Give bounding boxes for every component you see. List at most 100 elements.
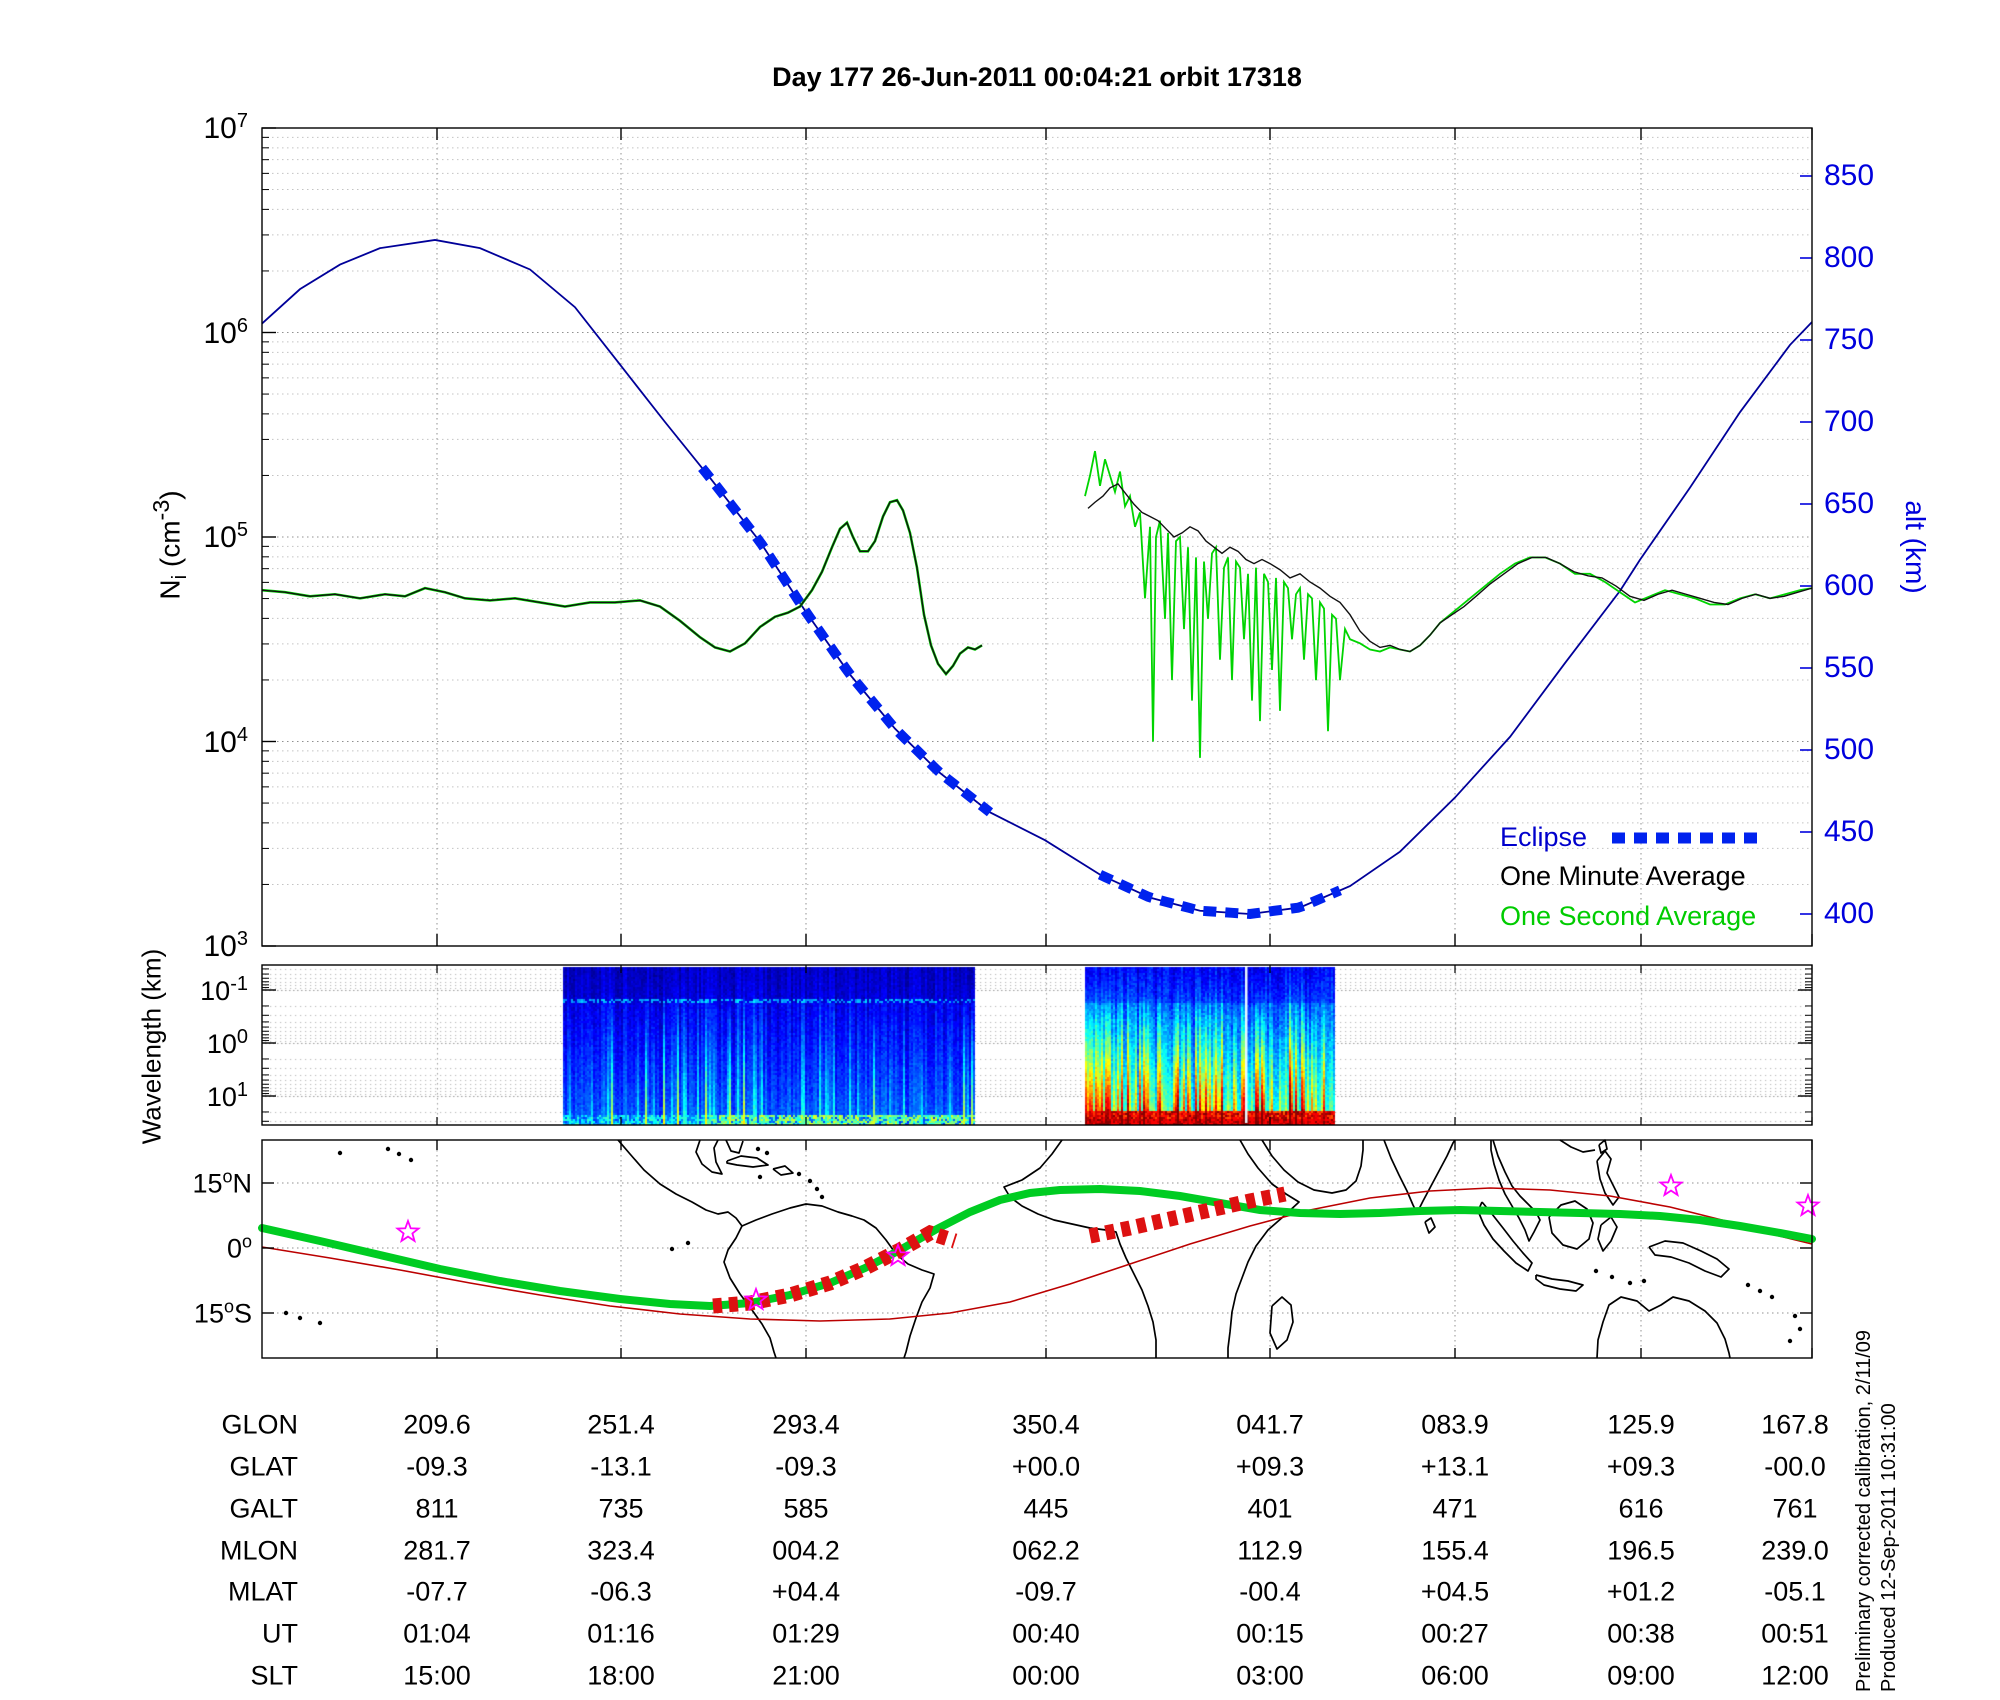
legend-second-average-label: One Second Average — [1500, 901, 1757, 931]
table-cell: 03:00 — [1236, 1660, 1304, 1691]
map-panel-border — [261, 1139, 1813, 1359]
coastline — [1535, 1274, 1584, 1292]
coastline — [1597, 1216, 1618, 1252]
alt-tick-label: 400 — [1824, 897, 1875, 930]
wavelength-tick-label: 100 — [206, 1026, 248, 1059]
table-cell: 112.9 — [1237, 1535, 1303, 1566]
table-cell: +00.0 — [1011, 1451, 1081, 1482]
table-cell: 00:15 — [1236, 1618, 1304, 1649]
alt-tick-label: 750 — [1824, 323, 1875, 356]
table-cell: 293.4 — [772, 1409, 840, 1440]
map-eclipse-dashed-segment — [1088, 1186, 1287, 1244]
coastline — [695, 1139, 723, 1175]
coastline — [741, 1203, 935, 1359]
table-cell: 209.6 — [403, 1409, 471, 1440]
table-row-label: MLAT — [227, 1576, 298, 1607]
table-cell: -09.3 — [406, 1451, 468, 1482]
ni-tick-label: 105 — [203, 519, 249, 554]
table-cell: +01.2 — [1606, 1576, 1676, 1607]
ni-tick-label: 103 — [203, 928, 249, 963]
table-cell: 251.4 — [587, 1409, 655, 1440]
coastline — [1227, 1139, 1300, 1358]
map-lat-label: 0o — [226, 1231, 252, 1264]
island-dot — [1641, 1278, 1647, 1284]
island-dot — [283, 1310, 289, 1316]
alt-axis-label: alt (km) — [1900, 500, 1931, 594]
island-dot — [1792, 1313, 1798, 1319]
island-dot — [755, 1146, 761, 1152]
map-lat-label: 15oN — [192, 1166, 252, 1199]
one-second-average-trace — [1084, 450, 1813, 758]
island-dot — [1745, 1282, 1751, 1288]
ni-axis-label-sub: i — [168, 574, 191, 580]
table-cell: +13.1 — [1420, 1451, 1490, 1482]
table-row-label: UT — [262, 1618, 298, 1649]
table-cell: 00:38 — [1607, 1618, 1675, 1649]
island-dot — [685, 1240, 691, 1246]
table-cell: +04.5 — [1420, 1576, 1490, 1607]
map-eclipse-dashed-segment — [712, 1224, 958, 1314]
table-cell: 125.9 — [1607, 1409, 1675, 1440]
table-cell: +04.4 — [771, 1576, 841, 1607]
island-dot — [1627, 1280, 1633, 1286]
coastline — [772, 1165, 794, 1176]
produced-timestamp: Produced 12-Sep-2011 10:31:00 — [1878, 1403, 1900, 1692]
table-cell: 12:00 — [1761, 1660, 1829, 1691]
table-cell: 350.4 — [1012, 1409, 1080, 1440]
magnetic-equator-line — [261, 1187, 1813, 1322]
alt-tick-label: 450 — [1824, 815, 1875, 848]
table-cell: 004.2 — [772, 1535, 840, 1566]
ni-tick-label: 107 — [203, 110, 249, 145]
table-row-label: GLON — [221, 1409, 298, 1440]
one-second-average-trace — [261, 498, 983, 677]
ni-tick-label: 104 — [203, 723, 249, 759]
coastline — [1261, 1139, 1364, 1194]
table-cell: 471 — [1432, 1493, 1478, 1524]
table-row-label: SLT — [250, 1660, 298, 1691]
alt-tick-label: 700 — [1824, 405, 1875, 438]
one-minute-average-trace — [1087, 482, 1813, 653]
island-dot — [385, 1146, 391, 1152]
island-dot — [819, 1194, 825, 1200]
island-dot — [1769, 1294, 1775, 1300]
coastline — [1548, 1200, 1594, 1250]
orbit-ground-track — [258, 1184, 1816, 1311]
table-cell: 15:00 — [403, 1660, 471, 1691]
table-cell: 18:00 — [587, 1660, 655, 1691]
island-dot — [1757, 1288, 1763, 1294]
production-caption: Preliminary corrected calibration, 2/11/… — [1852, 1330, 1902, 1692]
coastline — [726, 1155, 769, 1168]
island-dot — [807, 1178, 813, 1184]
eclipse-dashed-segment — [1097, 870, 1342, 920]
table-cell: +09.3 — [1235, 1451, 1305, 1482]
legend-minute-average-label: One Minute Average — [1500, 861, 1746, 891]
alt-tick-label: 800 — [1824, 241, 1875, 274]
coastline — [1596, 1296, 1731, 1359]
island-dot — [757, 1174, 763, 1180]
table-cell: 323.4 — [587, 1535, 655, 1566]
island-dot — [396, 1151, 402, 1157]
island-dot — [408, 1157, 414, 1163]
coastline — [1424, 1217, 1436, 1234]
table-cell: 167.8 — [1761, 1409, 1829, 1440]
coastline — [725, 1139, 744, 1154]
coastline — [1003, 1139, 1157, 1358]
coastline — [1596, 1150, 1620, 1206]
table-cell: 21:00 — [772, 1660, 840, 1691]
wavelength-tick-label: 101 — [206, 1079, 248, 1112]
coastline — [1477, 1201, 1533, 1272]
page-title: Day 177 26-Jun-2011 00:04:21 orbit 17318 — [772, 62, 1302, 92]
island-dot — [796, 1171, 802, 1177]
ni-tick-label: 106 — [203, 314, 249, 350]
table-cell: -09.7 — [1015, 1576, 1077, 1607]
alt-tick-label: 600 — [1824, 569, 1875, 602]
star-marker — [1795, 1192, 1821, 1217]
table-cell: -00.4 — [1239, 1576, 1301, 1607]
ni-axis-label-base: N — [154, 579, 186, 600]
coastline — [1559, 1139, 1596, 1153]
table-cell: -07.7 — [406, 1576, 468, 1607]
legend-eclipse-label: Eclipse — [1500, 822, 1588, 852]
alt-tick-label: 850 — [1824, 159, 1875, 192]
